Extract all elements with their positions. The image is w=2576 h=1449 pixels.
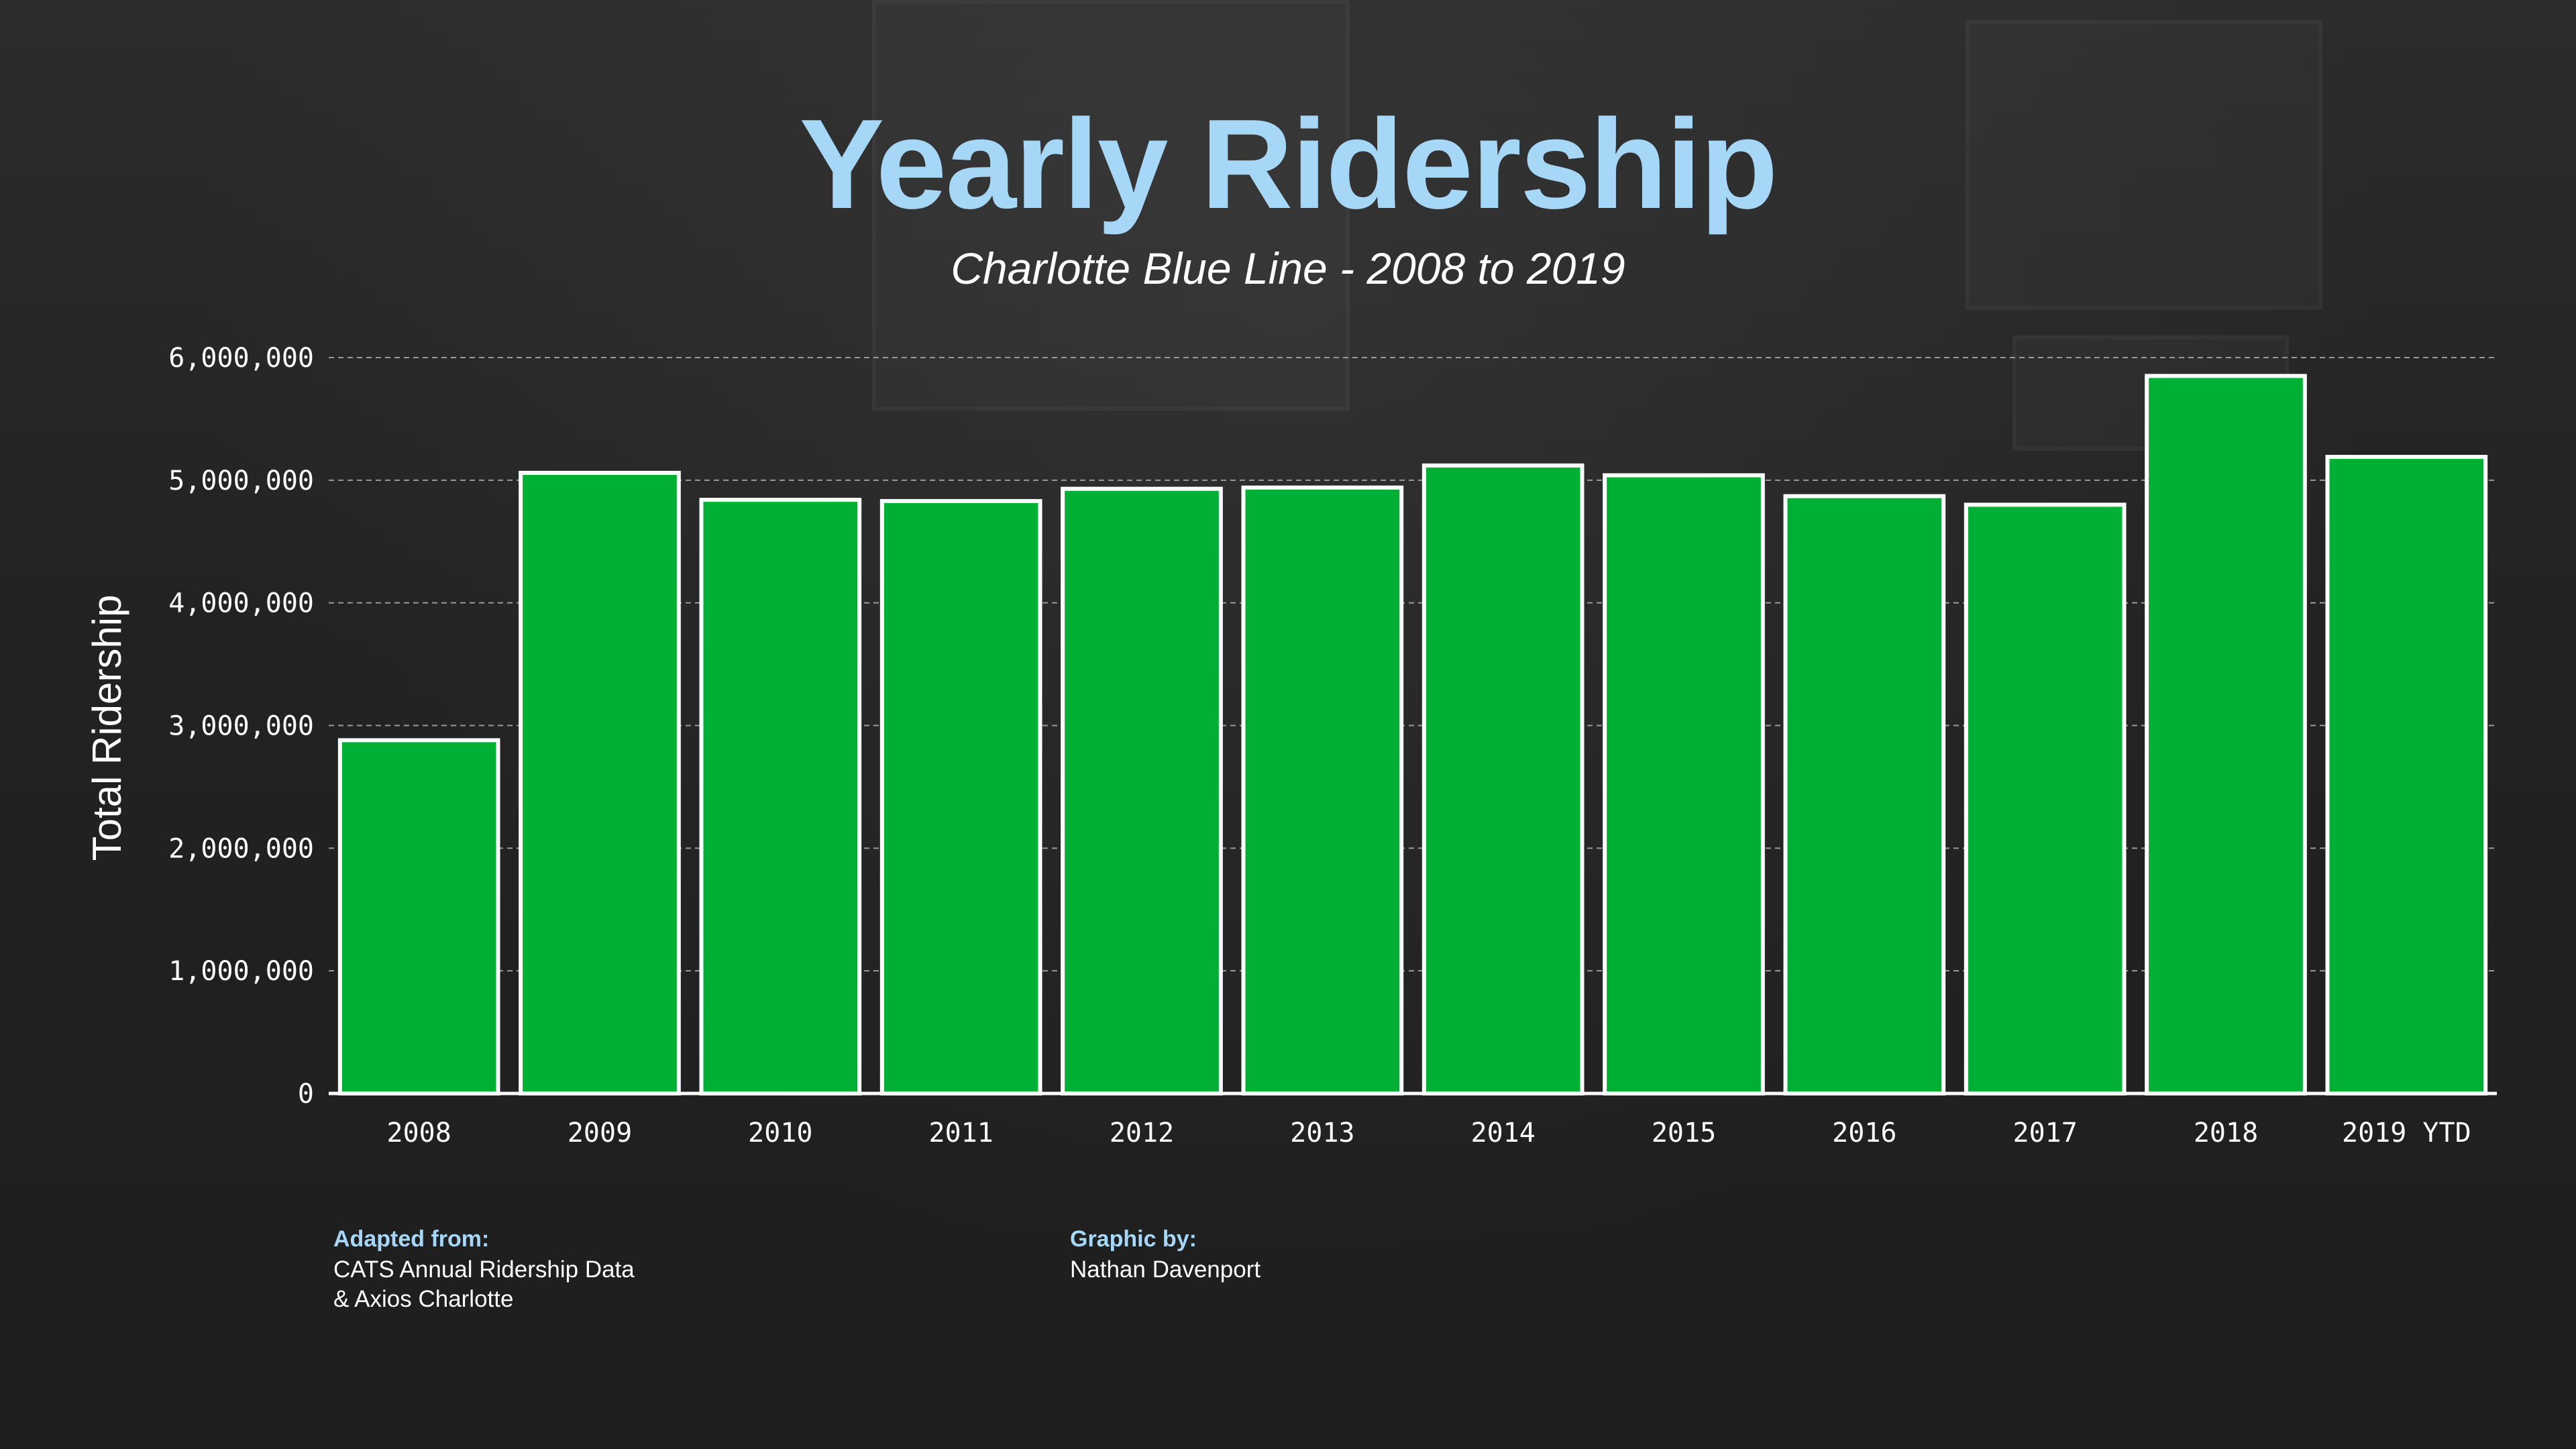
bar-2011: [879, 498, 1042, 1095]
bar-2015: [1603, 473, 1765, 1095]
x-tick-label: 2008: [387, 1118, 451, 1148]
y-tick-label: 2,000,000: [168, 833, 314, 864]
y-axis-label: Total Ridership: [85, 595, 129, 861]
bars: [337, 374, 2488, 1095]
y-tick-label: 1,000,000: [168, 956, 314, 987]
bar-2017: [1964, 502, 2127, 1095]
x-axis-ticks: 2008 2009 2010 2011 2012 2013 2014 2015 2016 2017…: [387, 1118, 2471, 1148]
x-tick-label: 2015: [1652, 1118, 1716, 1148]
y-axis-ticks: 0 1,000,000 2,000,000 3,000,000 4,000,000 5,0…: [168, 343, 314, 1110]
x-tick-label: 2017: [2013, 1118, 2078, 1148]
y-tick-label: 6,000,000: [168, 343, 314, 374]
graphic-by-author: Nathan Davenport: [1070, 1256, 1261, 1283]
x-tick-label: 2013: [1290, 1118, 1354, 1148]
y-tick-label: 3,000,000: [168, 711, 314, 742]
bar-2018: [2145, 374, 2307, 1095]
bar-2008: [337, 738, 500, 1095]
grid-lines: [329, 357, 2497, 972]
x-tick-label: 2018: [2194, 1118, 2258, 1148]
x-tick-label: 2009: [568, 1118, 632, 1148]
bar-2012: [1061, 486, 1223, 1095]
x-tick-label: 2011: [929, 1118, 994, 1148]
bar-2019-ytd: [2325, 455, 2488, 1095]
chart-title: Yearly Ridership: [799, 93, 1778, 235]
x-tick-label: 2010: [748, 1118, 812, 1148]
bar-2013: [1241, 485, 1404, 1095]
x-tick-label: 2016: [1832, 1118, 1896, 1148]
x-tick-label: 2012: [1110, 1118, 1174, 1148]
y-tick-label: 4,000,000: [168, 588, 314, 619]
adapted-from-source-1: CATS Annual Ridership Data: [333, 1256, 635, 1283]
adapted-from-source-2: & Axios Charlotte: [333, 1286, 514, 1312]
adapted-from-heading: Adapted from:: [333, 1226, 490, 1252]
x-tick-label: 2014: [1471, 1118, 1536, 1148]
bar-2009: [519, 470, 681, 1095]
bar-2010: [699, 498, 862, 1095]
bar-2016: [1783, 494, 1946, 1095]
graphic-by-heading: Graphic by:: [1070, 1226, 1197, 1252]
y-tick-label: 5,000,000: [168, 466, 314, 496]
x-tick-label: 2019 YTD: [2342, 1118, 2471, 1148]
bar-2014: [1421, 463, 1585, 1095]
chart-subtitle: Charlotte Blue Line - 2008 to 2019: [951, 244, 1625, 293]
y-tick-label: 0: [298, 1079, 314, 1110]
